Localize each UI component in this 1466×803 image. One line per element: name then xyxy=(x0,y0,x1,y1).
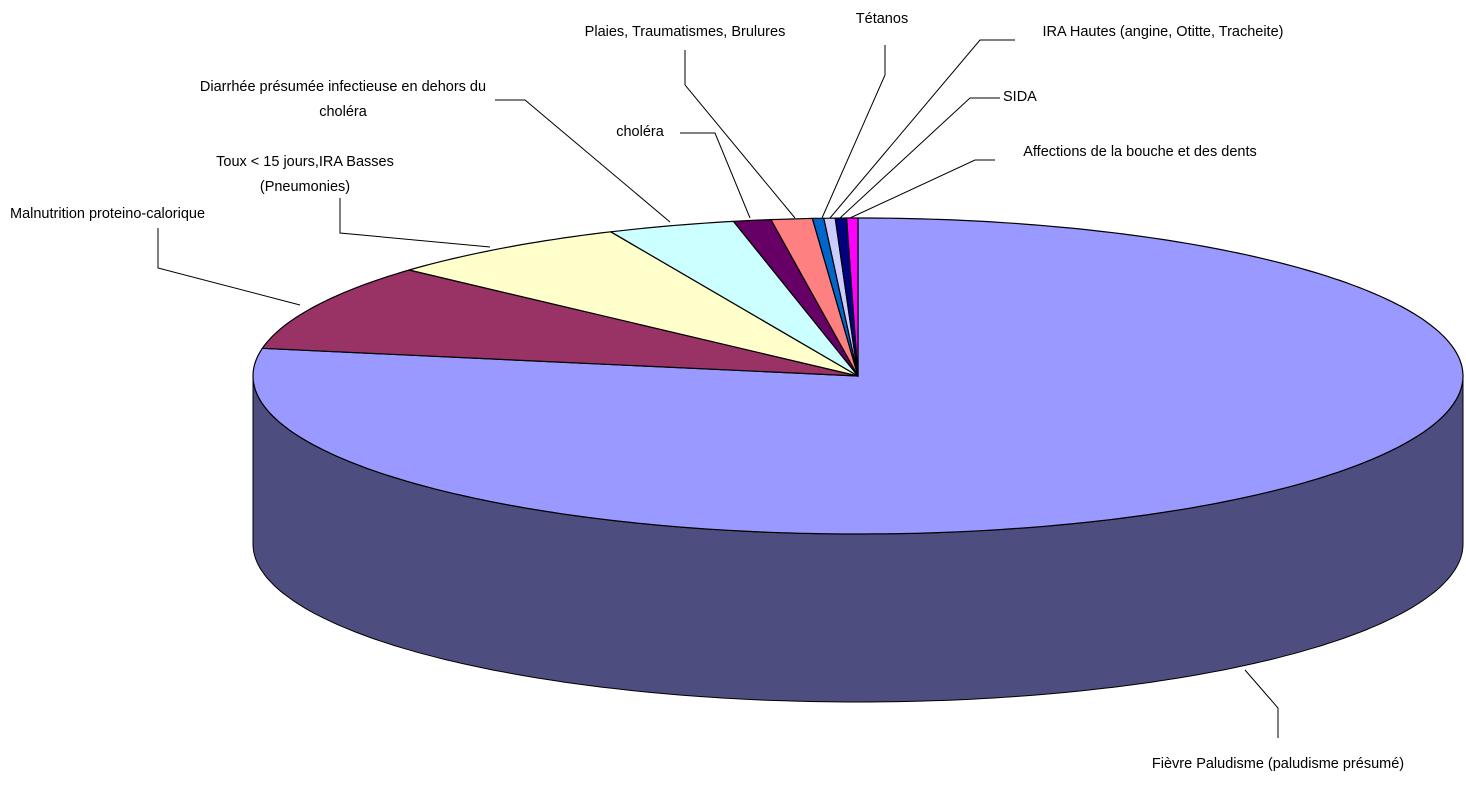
slice-label: Diarrhée présumée infectieuse en dehors … xyxy=(199,79,487,120)
slice xyxy=(261,269,859,377)
leader-line xyxy=(680,132,751,219)
slice xyxy=(610,220,859,377)
leader-line xyxy=(157,228,301,306)
slice-label: IRA Hautes (angine, Otitte, Tracheite) xyxy=(1042,24,1284,40)
pie xyxy=(252,217,1464,703)
slice xyxy=(846,217,859,377)
slice-label: Affections de la bouche et des dents xyxy=(1023,144,1257,160)
leader-line xyxy=(339,198,491,248)
slice-label: Toux < 15 jours,IRA Basses (Pneumonies) xyxy=(216,154,394,195)
slice-label: Malnutrition proteino-calorique xyxy=(10,206,206,222)
leader-line xyxy=(849,159,995,219)
leader-line xyxy=(1244,669,1279,738)
leader-line xyxy=(684,50,796,219)
leader-line xyxy=(495,99,671,223)
leader-line xyxy=(839,97,1000,219)
leader-line xyxy=(829,39,1015,219)
slice-label: Tétanos xyxy=(855,11,909,27)
leader-lines xyxy=(157,39,1279,738)
leader-line xyxy=(821,45,886,219)
slice-label: Plaies, Traumatismes, Brulures xyxy=(584,24,786,40)
slice-label: Fièvre Paludisme (paludisme présumé) xyxy=(1151,756,1405,772)
slice-label: SIDA xyxy=(1003,89,1037,105)
slice-label: choléra xyxy=(616,124,664,140)
slice xyxy=(408,231,859,377)
